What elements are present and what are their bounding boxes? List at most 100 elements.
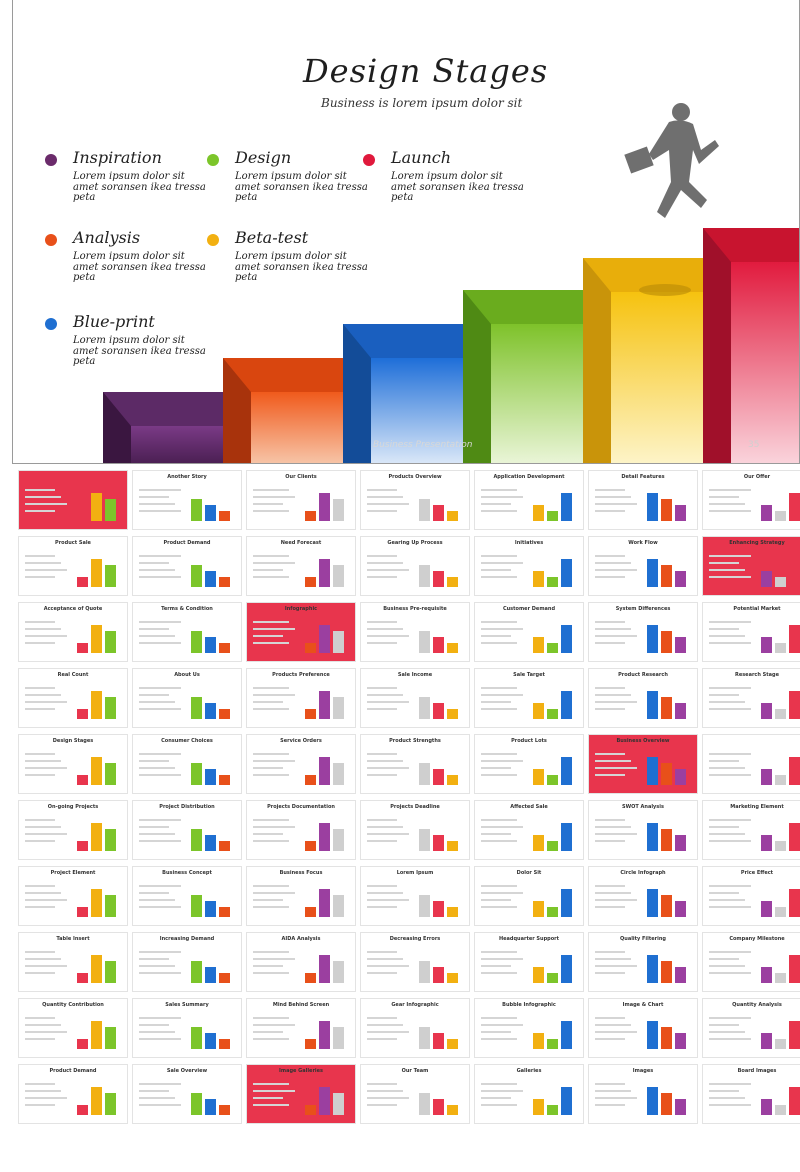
slide-thumbnail[interactable]: Increasing Demand bbox=[132, 932, 242, 992]
slide-thumbnail[interactable]: Product Sale bbox=[18, 536, 128, 596]
slide-thumbnail[interactable]: Infographic bbox=[246, 602, 356, 662]
slide-thumbnail[interactable]: AIDA Analysis bbox=[246, 932, 356, 992]
slide-thumbnail[interactable]: Design Stages bbox=[18, 734, 128, 794]
graphic-block bbox=[547, 973, 558, 983]
slide-thumbnail[interactable]: Images bbox=[588, 1064, 698, 1124]
slide-thumbnail[interactable]: Dolor Sit bbox=[474, 866, 584, 926]
text-line bbox=[367, 1104, 397, 1106]
slide-thumbnail[interactable]: Price Effect bbox=[702, 866, 800, 926]
slide-thumbnail[interactable]: Board Images bbox=[702, 1064, 800, 1124]
slide-thumbnail[interactable]: System Differences bbox=[588, 602, 698, 662]
slide-thumbnail[interactable]: Sale Income bbox=[360, 668, 470, 728]
slide-thumbnail[interactable]: On-going Projects bbox=[18, 800, 128, 860]
slide-thumbnail[interactable]: Gear Infographic bbox=[360, 998, 470, 1058]
slide-thumbnail[interactable]: Consumer Choices bbox=[132, 734, 242, 794]
slide-thumbnail[interactable]: About Us bbox=[132, 668, 242, 728]
slide-thumbnail[interactable]: Project Distribution bbox=[132, 800, 242, 860]
text-line bbox=[139, 819, 181, 821]
graphic-block bbox=[319, 493, 330, 521]
text-line bbox=[595, 753, 625, 755]
text-line bbox=[253, 972, 289, 974]
slide-thumbnail[interactable]: Work Flow bbox=[588, 536, 698, 596]
slide-thumbnail[interactable]: Business Concept bbox=[132, 866, 242, 926]
graphic-block bbox=[91, 1087, 102, 1115]
slide-thumbnail[interactable]: Project Element bbox=[18, 866, 128, 926]
slide-thumbnail[interactable] bbox=[18, 470, 128, 530]
slide-thumbnail[interactable]: Our Offer bbox=[702, 470, 800, 530]
slide-thumbnail[interactable]: Acceptance of Quote bbox=[18, 602, 128, 662]
slide-thumbnail[interactable]: Need Forecast bbox=[246, 536, 356, 596]
slide-thumbnail[interactable]: Another Story bbox=[132, 470, 242, 530]
slide-thumbnail[interactable]: Marketing Element bbox=[702, 800, 800, 860]
slide-thumbnail[interactable]: Projects Documentation bbox=[246, 800, 356, 860]
thumbnail-title: Price Effect bbox=[740, 870, 774, 876]
slide-thumbnail[interactable]: Our Team bbox=[360, 1064, 470, 1124]
text-line bbox=[139, 628, 169, 630]
slide-thumbnail[interactable]: Real Count bbox=[18, 668, 128, 728]
slide-thumbnail[interactable]: Affected Sale bbox=[474, 800, 584, 860]
slide-thumbnail[interactable]: Product Research bbox=[588, 668, 698, 728]
text-line bbox=[595, 1097, 637, 1099]
slide-thumbnail[interactable]: Image & Chart bbox=[588, 998, 698, 1058]
slide-thumbnail[interactable]: Company Milestone bbox=[702, 932, 800, 992]
text-line bbox=[139, 576, 181, 578]
slide-thumbnail[interactable]: Initiatives bbox=[474, 536, 584, 596]
slide-thumbnail[interactable]: Image Galleries bbox=[246, 1064, 356, 1124]
slide-thumbnail[interactable]: Projects Deadline bbox=[360, 800, 470, 860]
text-line bbox=[709, 576, 751, 578]
graphic-block bbox=[775, 577, 786, 587]
slide-thumbnail[interactable]: Bubble Infographic bbox=[474, 998, 584, 1058]
slide-thumbnail[interactable] bbox=[702, 734, 800, 794]
graphic-block bbox=[433, 1099, 444, 1115]
text-line bbox=[709, 899, 745, 901]
graphic-block bbox=[333, 631, 344, 653]
slide-thumbnail[interactable]: Product Demand bbox=[18, 1064, 128, 1124]
slide-thumbnail[interactable]: Quantity Contribution bbox=[18, 998, 128, 1058]
slide-thumbnail[interactable]: Business Overview bbox=[588, 734, 698, 794]
slide-thumbnail[interactable]: Sale Target bbox=[474, 668, 584, 728]
slide-thumbnail[interactable]: Detail Features bbox=[588, 470, 698, 530]
slide-thumbnail[interactable]: Service Orders bbox=[246, 734, 356, 794]
thumbnail-title: Product Lots bbox=[511, 738, 547, 744]
slide-thumbnail[interactable]: Product Strengths bbox=[360, 734, 470, 794]
slide-thumbnail[interactable]: Enhancing Strategy bbox=[702, 536, 800, 596]
slide-thumbnail[interactable]: Research Stage bbox=[702, 668, 800, 728]
graphic-block bbox=[547, 775, 558, 785]
slide-thumbnail[interactable]: Products Overview bbox=[360, 470, 470, 530]
graphic-block bbox=[305, 577, 316, 587]
slide-thumbnail[interactable]: Sale Overview bbox=[132, 1064, 242, 1124]
slide-thumbnail[interactable]: Our Clients bbox=[246, 470, 356, 530]
graphic-block bbox=[419, 697, 430, 719]
slide-thumbnail[interactable]: Headquarter Support bbox=[474, 932, 584, 992]
slide-thumbnail[interactable]: Business Pre-requisite bbox=[360, 602, 470, 662]
graphic-block bbox=[91, 889, 102, 917]
slide-thumbnail[interactable]: Application Development bbox=[474, 470, 584, 530]
thumbnail-title: Sale Income bbox=[397, 672, 433, 678]
slide-thumbnail[interactable]: Sales Summary bbox=[132, 998, 242, 1058]
graphic-block bbox=[305, 709, 316, 719]
graphic-block bbox=[305, 1039, 316, 1049]
slide-thumbnail[interactable]: Quantity Analysis bbox=[702, 998, 800, 1058]
slide-thumbnail[interactable]: Table Insert bbox=[18, 932, 128, 992]
slide-thumbnail[interactable]: Product Demand bbox=[132, 536, 242, 596]
slide-thumbnail[interactable]: SWOT Analysis bbox=[588, 800, 698, 860]
slide-thumbnail[interactable]: Decreasing Errors bbox=[360, 932, 470, 992]
slide-thumbnail[interactable]: Quality Filtering bbox=[588, 932, 698, 992]
text-line bbox=[139, 760, 169, 762]
text-line bbox=[709, 621, 751, 623]
slide-thumbnail[interactable]: Mind Behind Screen bbox=[246, 998, 356, 1058]
slide-thumbnail[interactable]: Lorem Ipsum bbox=[360, 866, 470, 926]
slide-thumbnail[interactable]: Product Lots bbox=[474, 734, 584, 794]
slide-thumbnail[interactable]: Customer Demand bbox=[474, 602, 584, 662]
text-line bbox=[595, 576, 625, 578]
slide-thumbnail[interactable]: Gearing Up Process bbox=[360, 536, 470, 596]
text-line bbox=[139, 840, 181, 842]
slide-thumbnail[interactable]: Galleries bbox=[474, 1064, 584, 1124]
slide-thumbnail[interactable]: Business Focus bbox=[246, 866, 356, 926]
slide-thumbnail[interactable]: Products Preference bbox=[246, 668, 356, 728]
slide-thumbnail[interactable]: Circle Infograph bbox=[588, 866, 698, 926]
slide-thumbnail[interactable]: Terms & Condition bbox=[132, 602, 242, 662]
slide-thumbnail[interactable]: Potential Market bbox=[702, 602, 800, 662]
graphic-block bbox=[647, 955, 658, 983]
text-line bbox=[709, 760, 739, 762]
